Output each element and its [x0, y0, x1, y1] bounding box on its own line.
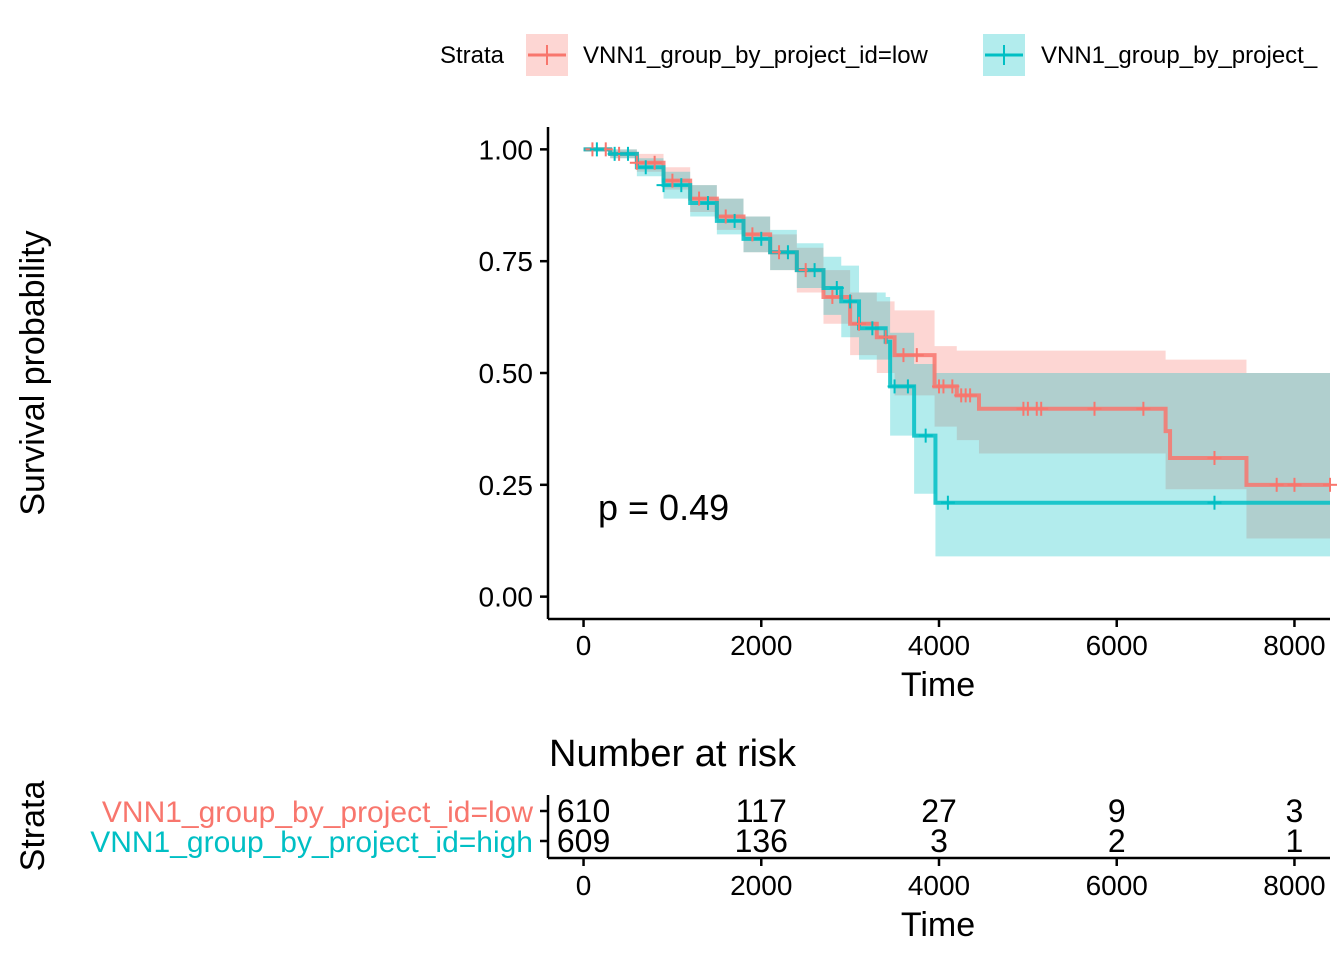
x-tick-label: 6000: [1086, 630, 1148, 661]
risk-cell: 610: [557, 793, 610, 829]
risk-table: Number at risk VNN1_group_by_project_id=…: [14, 733, 1330, 944]
legend-title: Strata: [440, 42, 505, 69]
censor-mark: [700, 196, 715, 211]
survival-plot: 0.00 0.25 0.50 0.75 1.00 0 2000 4000 6000 8000 S…: [14, 127, 1337, 704]
risk-table-rows: VNN1_group_by_project_id=low 610 117 27 9 3 VN…: [90, 793, 1303, 859]
censor-mark: [896, 348, 911, 363]
risk-x-tick-label: 4000: [908, 870, 970, 901]
censor-mark: [963, 388, 978, 403]
y-tick-label: 1.00: [479, 134, 534, 165]
risk-cell: 609: [557, 823, 610, 859]
risk-cell: 9: [1108, 793, 1126, 829]
risk-cell: 117: [736, 793, 787, 829]
censor-mark: [1207, 450, 1222, 465]
censor-mark: [727, 213, 742, 228]
risk-cell: 3: [1286, 793, 1304, 829]
censor-mark: [1207, 495, 1222, 510]
risk-table-title: Number at risk: [549, 733, 797, 775]
y-tick-label: 0.50: [479, 358, 534, 389]
censor-mark: [647, 155, 662, 170]
censor-mark: [780, 245, 795, 260]
legend: Strata VNN1_group_by_project_id=low VNN1…: [440, 34, 1318, 76]
risk-row-label: VNN1_group_by_project_id=high: [90, 826, 533, 859]
censor-mark: [620, 146, 635, 161]
censor-mark: [843, 294, 858, 309]
censor-mark: [852, 316, 867, 331]
risk-cell: 3: [930, 823, 948, 859]
x-tick-label: 2000: [730, 630, 792, 661]
risk-cell: 1: [1286, 823, 1304, 859]
censor-mark: [918, 428, 933, 443]
censor-mark: [656, 178, 671, 193]
censor-mark: [945, 379, 960, 394]
x-tick-label: 4000: [908, 630, 970, 661]
risk-x-ticks: 0 2000 4000 6000 8000: [576, 858, 1326, 901]
risk-x-tick-label: 2000: [730, 870, 792, 901]
censor-marks: [585, 142, 1337, 510]
censor-mark: [692, 191, 707, 206]
censor-mark: [1287, 477, 1302, 492]
y-ticks: 0.00 0.25 0.50 0.75 1.00: [479, 134, 548, 613]
x-axis-label: Time: [901, 666, 975, 704]
x-tick-label: 0: [576, 630, 592, 661]
censor-mark: [1034, 401, 1049, 416]
censor-mark: [754, 231, 769, 246]
x-tick-label: 8000: [1263, 630, 1325, 661]
censor-mark: [1323, 477, 1337, 492]
censor-mark: [674, 178, 689, 193]
censor-mark: [607, 146, 622, 161]
censor-mark: [829, 281, 844, 296]
censor-mark: [638, 160, 653, 175]
risk-cell: 2: [1108, 823, 1126, 859]
censor-mark: [629, 155, 644, 170]
risk-x-tick-label: 8000: [1263, 870, 1325, 901]
censor-mark: [665, 173, 680, 188]
risk-row-label: VNN1_group_by_project_id=low: [102, 796, 533, 829]
censor-mark: [887, 379, 902, 394]
y-tick-label: 0.00: [479, 582, 534, 613]
p-value-annotation: p = 0.49: [598, 487, 729, 528]
legend-label-high: VNN1_group_by_project_: [1041, 42, 1318, 69]
legend-label-low: VNN1_group_by_project_id=low: [583, 42, 929, 69]
risk-x-axis-label: Time: [901, 906, 975, 944]
y-axis-label: Survival probability: [14, 230, 52, 515]
y-tick-label: 0.25: [479, 470, 534, 501]
y-tick-label: 0.75: [479, 246, 534, 277]
censor-mark: [909, 348, 924, 363]
x-ticks: 0 2000 4000 6000 8000: [576, 619, 1326, 661]
risk-cell: 27: [921, 793, 957, 829]
censor-mark: [745, 227, 760, 242]
censor-mark: [825, 289, 840, 304]
censor-mark: [807, 263, 822, 278]
censor-mark: [940, 495, 955, 510]
risk-x-tick-label: 0: [576, 870, 592, 901]
censor-mark: [589, 142, 604, 157]
censor-mark: [878, 330, 893, 345]
censor-mark: [1087, 401, 1102, 416]
risk-cell: 136: [735, 823, 788, 859]
risk-x-tick-label: 6000: [1086, 870, 1148, 901]
censor-mark: [1269, 477, 1284, 492]
censor-mark: [865, 321, 880, 336]
censor-mark: [718, 209, 733, 224]
censor-mark: [900, 379, 915, 394]
risk-y-axis-label: Strata: [14, 781, 52, 872]
censor-mark: [1136, 401, 1151, 416]
